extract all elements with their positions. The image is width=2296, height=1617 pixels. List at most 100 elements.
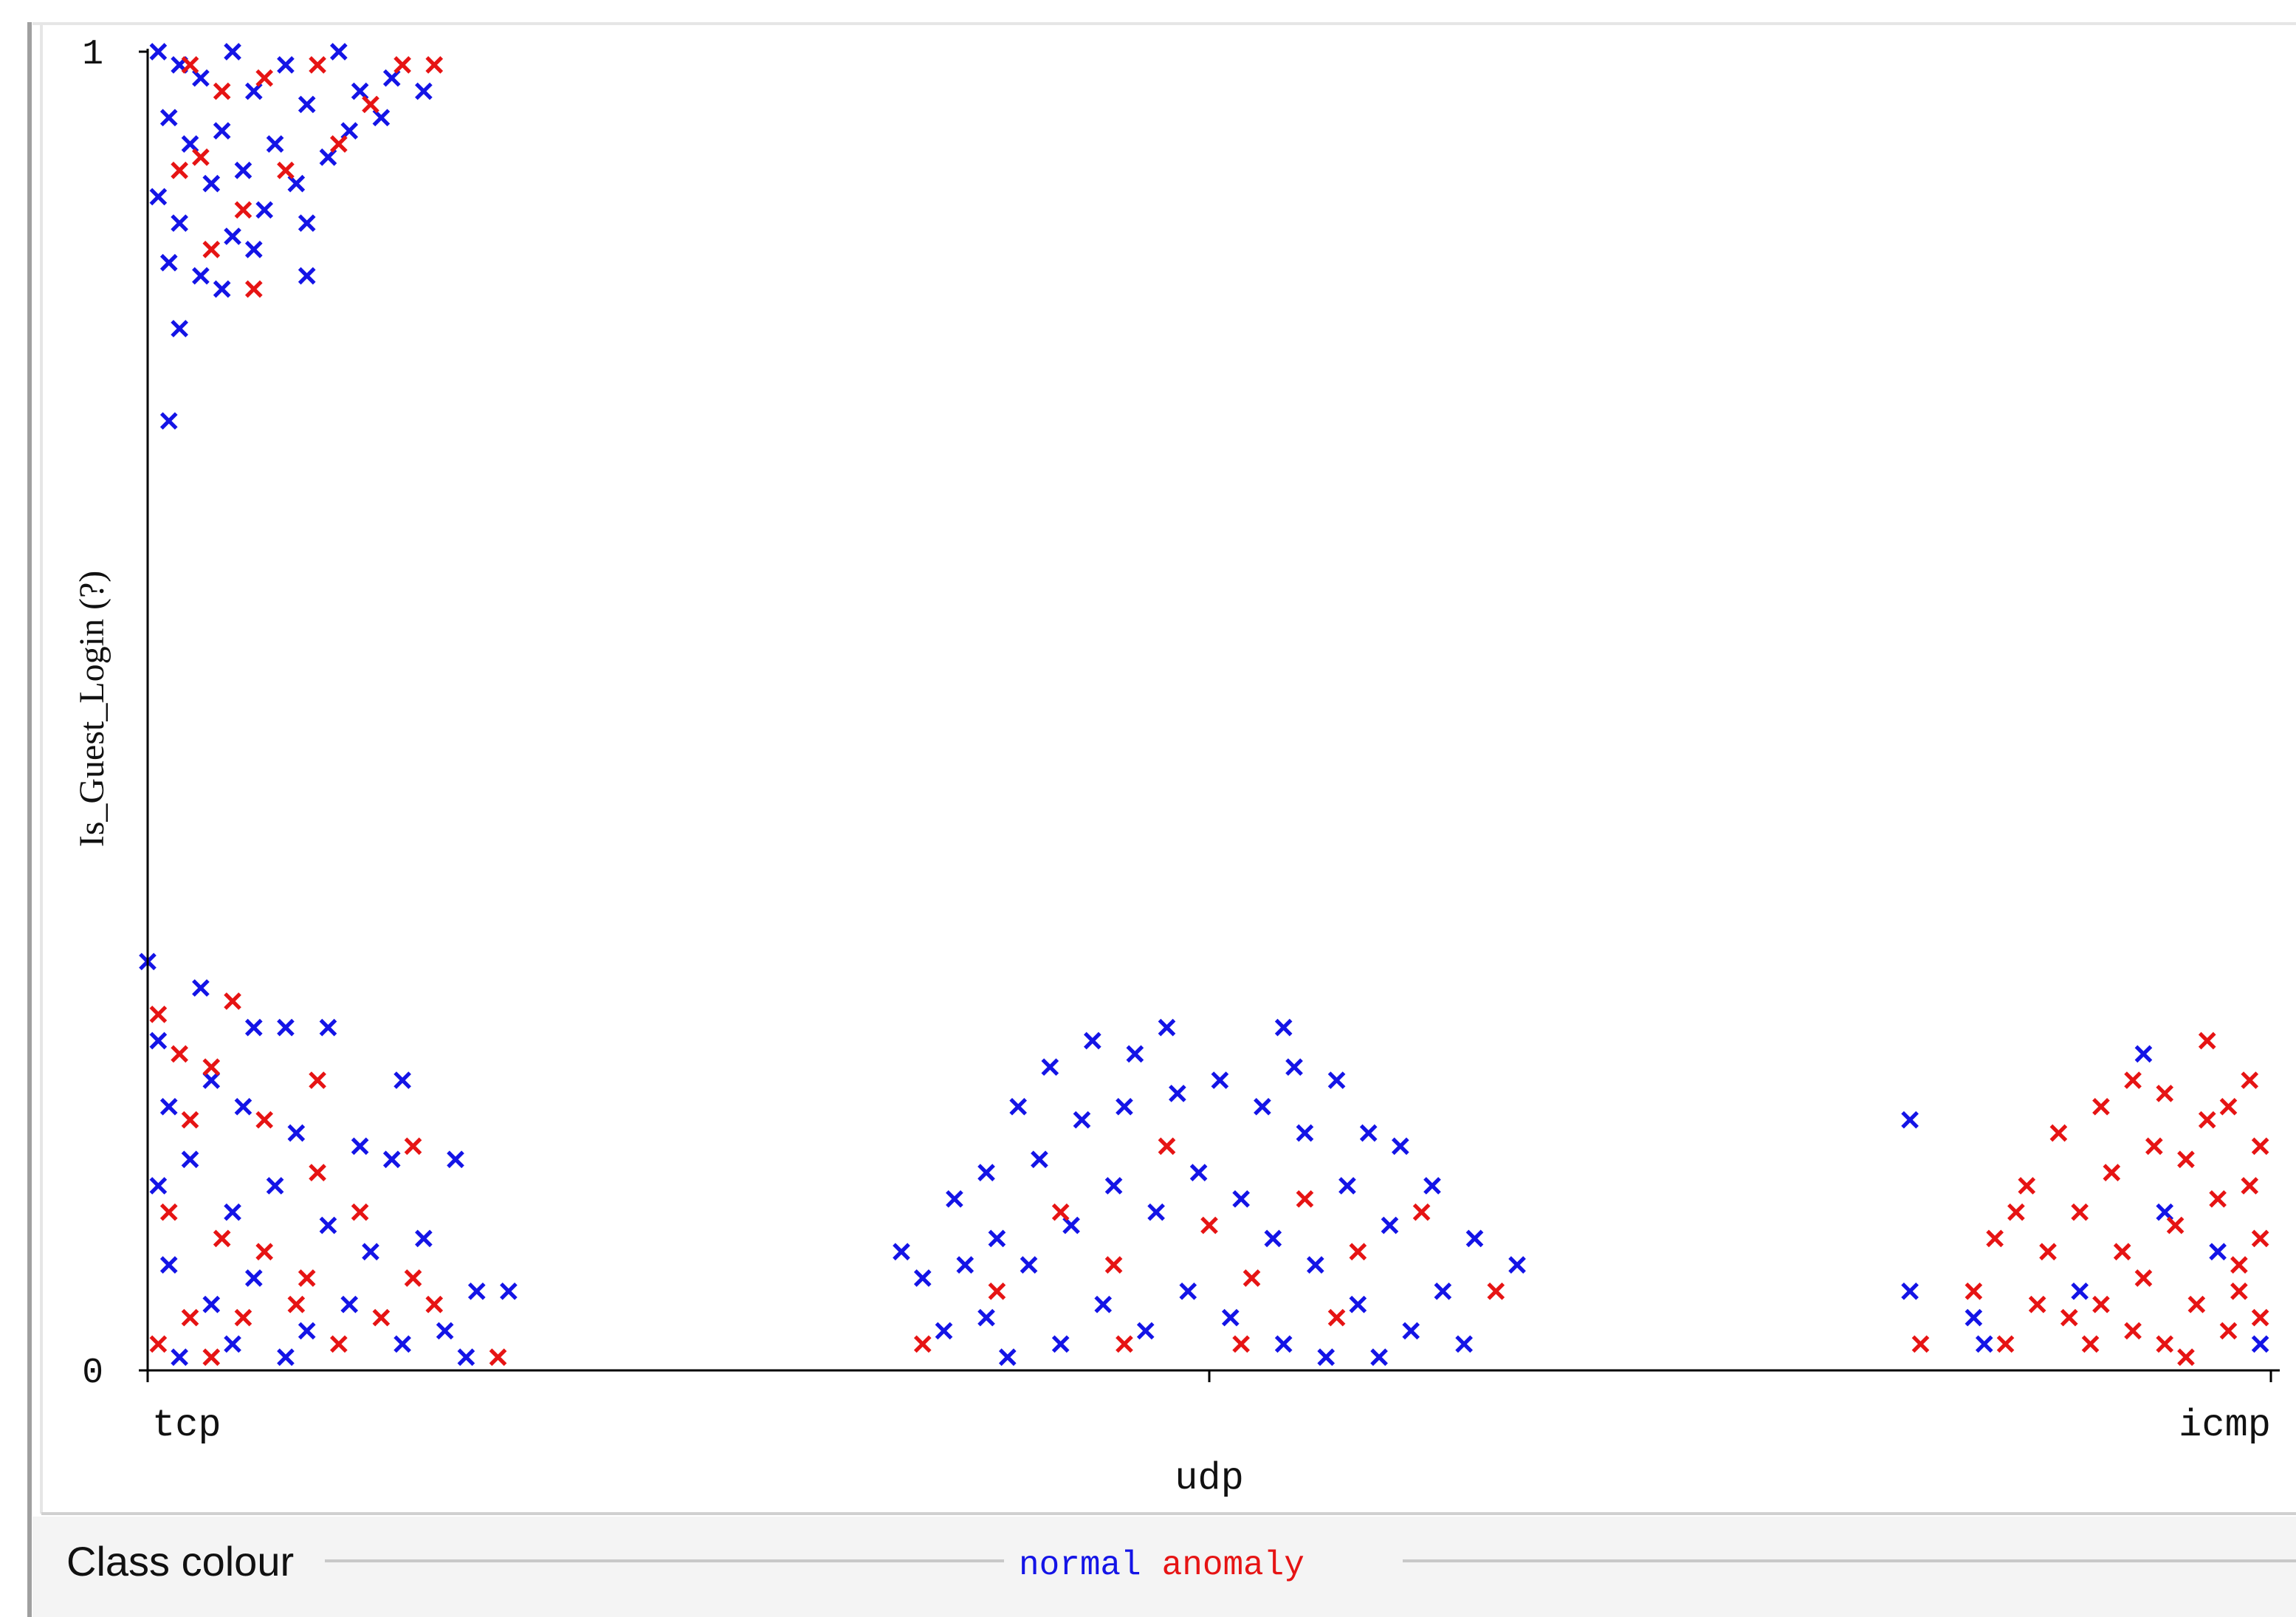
point (234, 161, 252, 179)
point (1094, 1295, 1113, 1314)
point (149, 1335, 168, 1353)
point (255, 69, 274, 87)
point (1327, 1071, 1346, 1089)
point (425, 1295, 444, 1314)
point (277, 1348, 295, 1366)
point (425, 56, 444, 74)
point (2251, 1335, 2269, 1353)
point (1031, 1150, 1048, 1169)
point (1104, 1177, 1123, 1195)
point (1296, 1124, 1314, 1142)
point (2187, 1295, 2206, 1314)
point (255, 201, 274, 219)
point (2241, 1071, 2259, 1089)
point (213, 280, 231, 298)
point (988, 1229, 1006, 1248)
point (2198, 1110, 2216, 1129)
point (1104, 1256, 1123, 1274)
point (1264, 1229, 1282, 1248)
point (1370, 1348, 1388, 1366)
point (913, 1335, 932, 1353)
point (382, 1150, 401, 1169)
point (1465, 1229, 1484, 1248)
point (457, 1348, 475, 1366)
point (1296, 1189, 1314, 1208)
plot-points (139, 43, 2269, 1366)
point (1306, 1256, 1324, 1274)
point (998, 1348, 1017, 1366)
point (1274, 1335, 1293, 1353)
point (2134, 1269, 2153, 1287)
point (213, 1229, 231, 1248)
point (1147, 1203, 1165, 1221)
point (192, 148, 210, 166)
point (2251, 1229, 2269, 1248)
point (1327, 1308, 1346, 1327)
point (2156, 1085, 2174, 1102)
point (913, 1269, 932, 1287)
point (1338, 1177, 1356, 1195)
point (1116, 1097, 1133, 1116)
point (1158, 1137, 1176, 1156)
point (330, 43, 348, 61)
point (2071, 1283, 2089, 1300)
point (946, 1189, 963, 1208)
point (415, 1229, 433, 1248)
point (1508, 1256, 1526, 1274)
point (351, 1137, 369, 1156)
point (1487, 1283, 1505, 1300)
point (415, 82, 433, 100)
point (149, 43, 168, 61)
point (340, 1295, 359, 1314)
point (1126, 1045, 1144, 1063)
point (2018, 1177, 2036, 1195)
point (1317, 1348, 1336, 1366)
point (244, 1269, 263, 1287)
point (2209, 1189, 2227, 1208)
point (935, 1322, 953, 1340)
point (2230, 1283, 2248, 1300)
point (213, 122, 231, 140)
point (224, 43, 241, 61)
point (393, 1071, 411, 1089)
point (171, 161, 188, 179)
point (2113, 1243, 2131, 1261)
point (244, 280, 263, 298)
point (2219, 1097, 2238, 1116)
y-tick-label: 1 (82, 35, 103, 75)
point (2049, 1124, 2068, 1142)
point (181, 56, 199, 74)
point (181, 1308, 199, 1327)
point (330, 1335, 348, 1353)
point (1412, 1203, 1431, 1221)
point (171, 1045, 188, 1063)
point (1179, 1283, 1197, 1300)
point (1986, 1229, 2004, 1248)
point (298, 1322, 316, 1340)
point (2028, 1295, 2046, 1314)
point (202, 174, 221, 193)
point (2156, 1335, 2174, 1353)
point (192, 267, 210, 285)
point (159, 1203, 178, 1221)
legend-panel (32, 1517, 2296, 1617)
point (362, 1243, 379, 1261)
point (287, 1295, 306, 1314)
point (181, 1150, 199, 1169)
point (1020, 1256, 1038, 1274)
point (1901, 1283, 1919, 1300)
point (404, 1137, 422, 1156)
point (977, 1308, 995, 1327)
point (1434, 1283, 1452, 1300)
point (2177, 1348, 2195, 1366)
point (1274, 1018, 1293, 1037)
point (2251, 1137, 2269, 1156)
point (1349, 1295, 1367, 1314)
point (2092, 1295, 2110, 1314)
point (181, 1110, 199, 1129)
point (171, 214, 188, 233)
y-axis-label: Is_Guest_Login (?) (72, 571, 111, 848)
point (244, 241, 263, 258)
point (436, 1322, 454, 1340)
